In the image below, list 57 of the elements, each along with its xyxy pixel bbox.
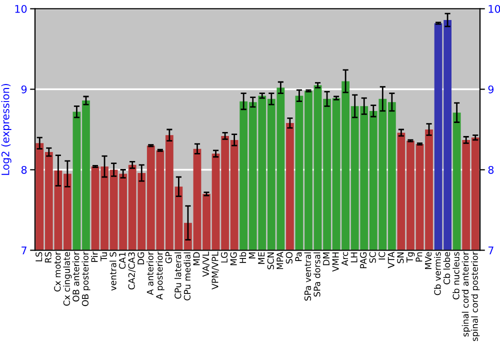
x-tick-label: VMH [332,252,339,272]
x-tick-label: MD [193,252,200,266]
x-tick-label: OB posterior [82,252,90,306]
x-tick-label: spinal cord posterior [471,252,480,342]
x-tick-label: VTA [388,252,394,268]
x-tick-label: RS [44,252,52,262]
y2-tick-label: 9 [488,85,494,94]
x-tick-label: CPu medial [184,252,191,300]
x-tick-label: VPM/VPL [212,252,220,290]
x-tick-label: OB anterior [72,252,80,302]
x-tick-label: Pir [91,252,98,262]
x-tick-label: Cb lobe [443,252,450,284]
x-tick-label: SN [397,252,404,264]
x-tick-label: SC [369,252,376,263]
x-tick-label: LS [36,252,42,262]
y-axis-title: Log2 (expression) [1,84,12,175]
x-tick-label: spinal cord anterior [462,252,470,336]
x-tick-label: LG [220,252,228,262]
x-tick-label: SPa ventral [304,252,312,301]
x-tick-label: Pa [295,252,302,262]
x-tick-label: GP [165,252,172,264]
x-tick-label: MVe [425,252,432,270]
x-tick-label: PAG [360,252,367,268]
x-tick-label: IC [378,252,386,260]
x-tick-label: Arc [342,252,348,266]
x-tick-label: SCN [267,252,274,270]
x-tick-label: Cb nucleus [452,252,460,300]
x-tick-label: CA2/CA3 [128,252,136,290]
x-tick-label: A posterior [156,252,164,300]
x-tick-label: Cx motor [54,252,61,292]
x-tick-label: MPA [276,252,284,270]
x-tick-label: Tg [406,252,415,263]
y-tick-label: 8 [21,166,27,174]
x-tick-label: Tu [100,252,108,262]
y-tick-label: 10 [15,4,27,13]
x-tick-label: ME [258,252,265,264]
x-tick-label: ventral S [110,252,116,291]
y2-tick-label: 7 [488,246,494,254]
x-tick-label: DG [138,252,144,264]
x-tick-label: CPu lateral [174,252,182,299]
x-tick-label: Cx cingulate [63,252,72,306]
x-tick-label: Hb [239,252,246,263]
x-tick-label: VA/VL [202,252,210,277]
x-tick-label: Pn [416,252,422,262]
x-tick-label: A anterior [146,252,154,296]
y2-tick-label: 10 [488,4,500,13]
y2-tick-label: 8 [488,166,494,174]
x-tick-label: SO [286,252,292,264]
x-tick-label: LH [350,252,358,262]
x-tick-label: M [248,252,256,258]
y-tick-label: 7 [22,246,26,254]
x-tick-label: Cb vermis [434,252,441,296]
x-tick-label: SPa dorsal [314,252,320,296]
y-tick-label: 9 [21,85,27,94]
x-tick-label: CA1 [118,252,126,269]
x-tick-label: DM [323,252,330,266]
x-tick-label: MG [230,252,237,266]
